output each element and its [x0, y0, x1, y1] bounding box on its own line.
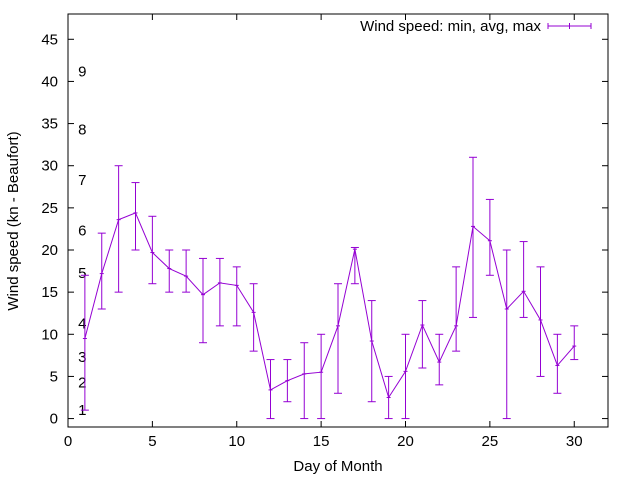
x-tick-label: 25	[482, 433, 499, 450]
x-tick-label: 15	[313, 433, 330, 450]
beaufort-label: 2	[78, 374, 86, 391]
y-tick-label: 10	[41, 326, 58, 343]
beaufort-label: 3	[78, 349, 86, 366]
legend: Wind speed: min, avg, max	[360, 18, 592, 35]
beaufort-label: 7	[78, 172, 86, 189]
y-tick-label: 35	[41, 116, 58, 133]
x-tick-label: 0	[64, 433, 72, 450]
series-line	[84, 212, 575, 399]
beaufort-label: 6	[78, 223, 86, 240]
y-tick-label: 20	[41, 242, 58, 259]
y-tick-label: 15	[41, 284, 58, 301]
y-tick-label: 45	[41, 31, 58, 48]
y-tick-label: 25	[41, 200, 58, 217]
beaufort-label: 5	[78, 265, 86, 282]
plot-frame	[67, 13, 609, 428]
y-tick-label: 30	[41, 158, 58, 175]
legend-label: Wind speed: min, avg, max	[360, 18, 541, 35]
x-tick-label: 10	[228, 433, 245, 450]
y-tick-label: 40	[41, 73, 58, 90]
beaufort-label: 8	[78, 121, 86, 138]
x-tick-label: 5	[148, 433, 156, 450]
beaufort-label: 9	[78, 63, 86, 80]
beaufort-label: 4	[78, 315, 86, 332]
y-axis-label: Wind speed (kn - Beaufort)	[5, 131, 22, 310]
x-tick-label: 30	[566, 433, 583, 450]
y-tick-label: 0	[50, 411, 58, 428]
x-tick-label: 20	[397, 433, 414, 450]
x-axis-label: Day of Month	[293, 458, 382, 475]
y-tick-label: 5	[50, 368, 58, 385]
